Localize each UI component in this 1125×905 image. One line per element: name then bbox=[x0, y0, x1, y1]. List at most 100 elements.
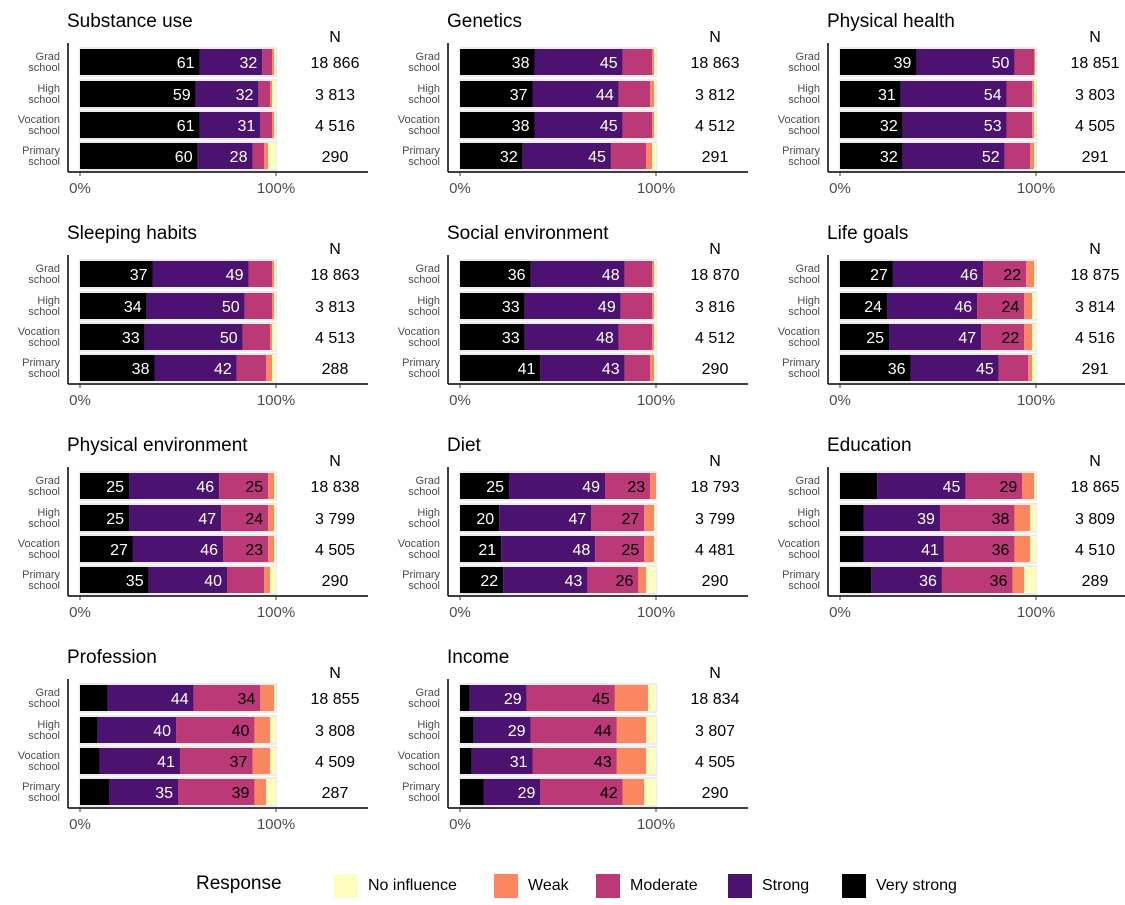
bar-segment-strong bbox=[154, 355, 237, 381]
bar-segment-weak bbox=[652, 112, 655, 138]
bar-segment-weak bbox=[1032, 81, 1035, 107]
data-label: 29 bbox=[518, 785, 536, 802]
bar-segment-strong bbox=[902, 112, 1007, 138]
data-label: 44 bbox=[596, 87, 614, 104]
bar-segment-moderate bbox=[252, 143, 265, 169]
bar-segment-weak bbox=[270, 81, 273, 107]
n-value: 289 bbox=[1082, 573, 1109, 590]
category-label: Vocation school bbox=[398, 538, 440, 561]
bar-segment-very-strong bbox=[460, 779, 484, 805]
panel-title: Physical health bbox=[827, 11, 955, 32]
bar-segment-very-strong bbox=[840, 324, 889, 350]
x-tick-label: 100% bbox=[637, 392, 675, 409]
legend-swatch-very-strong bbox=[842, 874, 866, 898]
bar-segment-no-influence bbox=[644, 779, 656, 805]
n-value: 3 799 bbox=[695, 511, 735, 528]
n-value: 290 bbox=[322, 573, 349, 590]
n-value: 18 863 bbox=[311, 267, 360, 284]
bar-segment-no-influence bbox=[274, 536, 276, 562]
bar-segment-moderate bbox=[981, 324, 1025, 350]
data-label: 27 bbox=[621, 511, 639, 528]
n-value: 4 513 bbox=[315, 330, 355, 347]
data-label: 25 bbox=[106, 479, 124, 496]
bar-segment-very-strong bbox=[840, 505, 864, 531]
bar-segment-weak bbox=[254, 779, 267, 805]
panel-title: Genetics bbox=[447, 11, 522, 32]
bar-segment-strong bbox=[473, 717, 531, 743]
data-label: 24 bbox=[1001, 299, 1019, 316]
bar-segment-no-influence bbox=[274, 293, 276, 319]
data-label: 37 bbox=[230, 754, 248, 771]
x-tick-label: 0% bbox=[69, 604, 91, 621]
data-label: 41 bbox=[921, 542, 939, 559]
category-label: Vocation school bbox=[18, 114, 60, 137]
n-value: 18 865 bbox=[1071, 479, 1120, 496]
data-label: 35 bbox=[155, 785, 173, 802]
n-header: N bbox=[709, 241, 721, 258]
data-label: 46 bbox=[960, 267, 978, 284]
legend-swatch-no-influence bbox=[334, 874, 358, 898]
bar-segment-strong bbox=[195, 81, 259, 107]
category-label: Grad school bbox=[28, 475, 60, 498]
bar-segment-weak bbox=[1030, 143, 1035, 169]
data-label: 45 bbox=[588, 149, 606, 166]
category-label: High school bbox=[408, 295, 440, 318]
x-tick-label: 0% bbox=[449, 392, 471, 409]
data-label: 25 bbox=[621, 542, 639, 559]
data-label: 61 bbox=[177, 55, 195, 72]
data-label: 52 bbox=[982, 149, 1000, 166]
bar-segment-strong bbox=[900, 81, 1007, 107]
data-label: 38 bbox=[512, 55, 530, 72]
bar-segment-moderate bbox=[998, 355, 1029, 381]
bar-segment-moderate bbox=[540, 779, 623, 805]
bar-segment-strong bbox=[534, 112, 623, 138]
bar-segment-no-influence bbox=[652, 143, 656, 169]
data-label: 45 bbox=[600, 118, 618, 135]
category-label: Primary school bbox=[782, 145, 820, 168]
bar-segment-no-influence bbox=[1030, 536, 1036, 562]
n-value: 4 481 bbox=[695, 542, 735, 559]
data-label: 23 bbox=[627, 479, 645, 496]
x-tick-label: 0% bbox=[829, 180, 851, 197]
bar-segment-very-strong bbox=[80, 685, 108, 711]
panel-income: Income N Grad school 29 45 18 834 High school 29 4… bbox=[398, 647, 748, 833]
data-label: 50 bbox=[992, 55, 1010, 72]
bar-segment-weak bbox=[272, 261, 275, 287]
bar-segment-moderate bbox=[941, 567, 1013, 593]
bar-segment-no-influence bbox=[654, 355, 656, 381]
data-label: 22 bbox=[1001, 330, 1019, 347]
bar-segment-very-strong bbox=[840, 49, 917, 75]
data-label: 24 bbox=[245, 511, 263, 528]
data-label: 24 bbox=[864, 299, 882, 316]
category-label: Primary school bbox=[782, 357, 820, 380]
bar-segment-very-strong bbox=[840, 473, 878, 499]
panel-title: Substance use bbox=[67, 11, 193, 32]
data-label: 22 bbox=[1003, 267, 1021, 284]
x-tick-label: 100% bbox=[1017, 180, 1055, 197]
bar-segment-very-strong bbox=[460, 324, 525, 350]
category-label: High school bbox=[788, 295, 820, 318]
bar-segment-strong bbox=[152, 261, 249, 287]
bar-segment-very-strong bbox=[840, 567, 872, 593]
bar-segment-very-strong bbox=[80, 355, 155, 381]
data-label: 42 bbox=[214, 361, 232, 378]
bar-segment-moderate bbox=[591, 505, 645, 531]
bar-segment-weak bbox=[644, 536, 655, 562]
data-label: 48 bbox=[572, 542, 590, 559]
bar-segment-strong bbox=[483, 779, 541, 805]
panel-diet: Diet N Grad school 25 49 23 18 793 High school 20 4… bbox=[398, 435, 748, 621]
n-value: 291 bbox=[1082, 361, 1109, 378]
legend-label-no-influence: No influence bbox=[368, 877, 457, 894]
bar-segment-strong bbox=[129, 505, 222, 531]
data-label: 42 bbox=[600, 785, 618, 802]
data-label: 46 bbox=[196, 479, 214, 496]
x-tick-label: 0% bbox=[829, 604, 851, 621]
bar-segment-moderate bbox=[595, 536, 645, 562]
bar-segment-moderate bbox=[1006, 81, 1033, 107]
data-label: 35 bbox=[126, 573, 144, 590]
bar-segment-very-strong bbox=[80, 473, 129, 499]
bar-segment-moderate bbox=[977, 293, 1025, 319]
bar-segment-no-influence bbox=[270, 748, 276, 774]
bar-segment-moderate bbox=[624, 261, 653, 287]
legend-label-strong: Strong bbox=[762, 877, 810, 894]
